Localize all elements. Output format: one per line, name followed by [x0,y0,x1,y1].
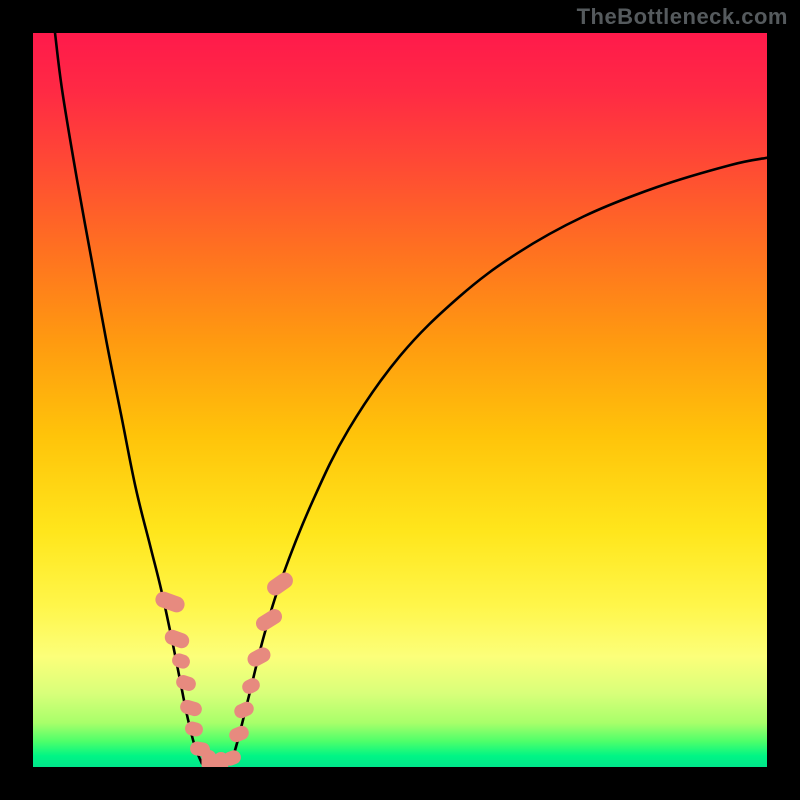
curve-marker [264,569,296,598]
curve-marker [163,627,192,650]
curve-marker [170,651,191,670]
curve-marker [178,699,203,719]
curve-marker [153,589,187,614]
curve-marker [227,724,251,744]
curve-marker [184,720,205,738]
chart-frame: TheBottleneck.com [0,0,800,800]
marker-layer [33,33,767,767]
curve-marker [232,699,256,720]
curve-marker [240,676,262,696]
curve-marker [253,606,285,634]
watermark-text: TheBottleneck.com [577,4,788,30]
plot-area [33,33,767,767]
curve-marker [245,645,273,670]
curve-marker [174,673,197,692]
